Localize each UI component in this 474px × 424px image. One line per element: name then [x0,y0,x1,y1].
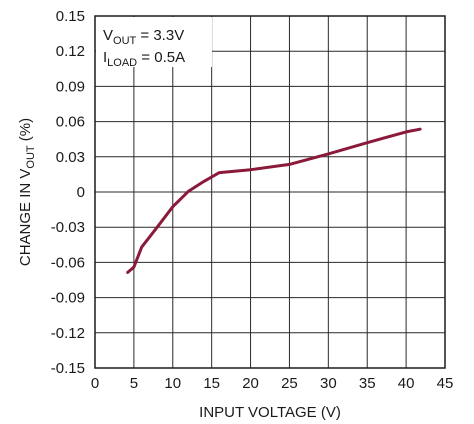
x-tick-label: 20 [242,375,259,392]
annotation-iload-rest: = 0.5A [137,49,185,66]
annotation-vout-base: V [103,27,113,44]
y-tick-label: -0.12 [51,325,85,342]
y-tick-label: -0.03 [51,219,85,236]
y-tick-labels: 0.15 0.12 0.09 0.06 0.03 0 -0.03 -0.06 -0.09 -0.1… [51,8,85,377]
series-group [126,127,422,274]
x-tick-labels: 0 5 10 15 20 25 30 35 40 45 [91,375,454,392]
x-tick-label: 35 [359,375,376,392]
x-tick-label: 15 [203,375,220,392]
x-tick-label: 40 [398,375,415,392]
y-tick-label: 0.12 [56,43,85,60]
annotation-vout: VOUT = 3.3V [103,27,184,47]
x-axis-title: INPUT VOLTAGE (V) [199,404,341,421]
y-tick-label: 0.03 [56,149,85,166]
annotation-iload: ILOAD = 0.5A [103,49,185,69]
y-axis-title-prefix: CHANGE IN V [17,169,34,267]
series-line [126,127,422,274]
y-tick-label: 0.09 [56,78,85,95]
y-axis-title: CHANGE IN VOUT (%) [17,118,37,266]
x-tick-label: 30 [320,375,337,392]
annotation-vout-sub: OUT [113,35,137,47]
annotation-background [96,17,212,67]
y-tick-label: 0.06 [56,114,85,131]
annotation-iload-base: I [103,49,107,66]
y-tick-label: -0.06 [51,254,85,271]
x-tick-label: 25 [281,375,298,392]
x-tick-label: 5 [130,375,138,392]
y-tick-label: 0.15 [56,8,85,25]
annotation-vout-rest: = 3.3V [136,27,184,44]
y-tick-label: -0.15 [51,360,85,377]
y-axis-title-suffix: (%) [17,118,34,146]
grid [95,16,445,368]
x-tick-label: 10 [164,375,181,392]
plot-frame [94,15,446,369]
x-tick-label: 0 [91,375,99,392]
y-axis-title-sub: OUT [25,145,37,169]
x-tick-label: 45 [437,375,454,392]
y-tick-label: -0.09 [51,290,85,307]
annotation-iload-sub: LOAD [107,57,137,69]
y-tick-label: 0 [77,184,85,201]
